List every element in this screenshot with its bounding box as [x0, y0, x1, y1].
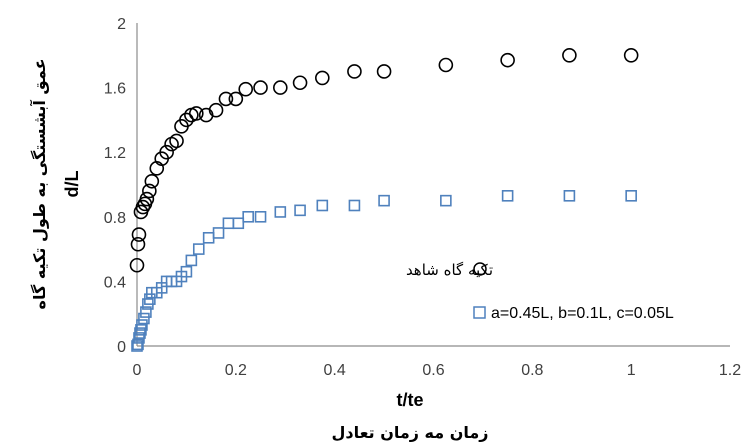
data-point-square: [625, 190, 637, 202]
data-point-circle: [315, 70, 330, 86]
x-tick-label: 0.4: [324, 362, 346, 379]
legend-marker-square: [473, 306, 486, 319]
x-tick-label: 0.2: [225, 362, 247, 379]
x-tick-label: 0.6: [422, 362, 444, 379]
data-point-circle: [129, 257, 145, 273]
data-point-circle: [144, 173, 160, 189]
data-point-square: [563, 190, 576, 202]
data-point-square: [180, 265, 193, 278]
data-point-circle: [238, 81, 254, 97]
data-point-square: [144, 293, 156, 305]
legend-marker-circle: [473, 262, 487, 276]
data-point-circle: [347, 64, 362, 79]
data-point-circle: [218, 91, 234, 107]
data-point-square: [294, 204, 306, 217]
legend: تکیه گاه شاهد a=0.45L, b=0.1L, c=0.05L: [406, 261, 674, 322]
data-point-circle: [142, 183, 157, 199]
data-point-square: [501, 190, 514, 202]
data-point-square: [138, 312, 150, 325]
data-point-circle: [562, 47, 577, 63]
data-point-square: [134, 327, 146, 339]
data-point-circle: [159, 144, 174, 160]
legend-label-series-1: تکیه گاه شاهد: [406, 261, 493, 279]
data-point-square: [132, 338, 144, 351]
y-axis-label-secondary: عمق آبشستگی به طول تکیه گاه: [29, 58, 49, 309]
data-point-square: [378, 194, 390, 207]
series-circles: [129, 47, 639, 273]
data-point-square: [274, 206, 287, 218]
data-point-square: [131, 340, 143, 352]
x-tick-label: 1.2: [719, 362, 741, 379]
y-tick-label: 0: [117, 339, 126, 356]
data-point-circle: [292, 75, 308, 91]
x-tick-label: 0.8: [521, 362, 543, 379]
data-point-square: [242, 211, 254, 223]
data-point-circle: [208, 102, 224, 118]
data-point-square: [202, 231, 215, 244]
data-point-circle: [169, 133, 184, 149]
legend-label-series-2: a=0.45L, b=0.1L, c=0.05L: [491, 305, 674, 322]
data-point-square: [316, 199, 329, 212]
data-point-square: [185, 254, 198, 267]
y-tick-label: 2: [117, 16, 126, 33]
data-point-circle: [253, 80, 268, 95]
x-tick-label: 0: [133, 362, 142, 379]
data-point-square: [232, 217, 245, 230]
x-axis-label: t/te: [397, 390, 424, 410]
data-point-circle: [273, 80, 288, 95]
data-point-circle: [228, 91, 244, 107]
data-point-circle: [130, 236, 146, 252]
x-tick-labels: 0 0.2 0.4 0.6 0.8 1 1.2: [133, 362, 742, 379]
data-point-square: [212, 227, 225, 239]
data-point-circle: [189, 106, 204, 121]
data-point-circle: [500, 52, 515, 68]
data-point-square: [348, 199, 361, 212]
data-point-square: [222, 217, 235, 230]
data-point-circle: [139, 191, 155, 207]
y-tick-label: 0.8: [104, 210, 126, 227]
data-point-circle: [438, 57, 454, 73]
data-point-circle: [376, 64, 392, 79]
y-axis-label: d/L: [62, 171, 82, 198]
y-tick-label: 1.6: [104, 81, 126, 98]
data-point-circle: [131, 227, 147, 242]
data-point-square: [192, 243, 205, 255]
y-tick-label: 0.4: [104, 274, 126, 291]
data-point-circle: [135, 199, 151, 215]
x-tick-label: 1: [627, 362, 636, 379]
data-point-square: [254, 211, 267, 223]
y-tick-label: 1.2: [104, 145, 126, 162]
data-point-square: [440, 194, 452, 207]
series-squares: [131, 190, 637, 352]
data-point-square: [140, 306, 152, 318]
data-point-circle: [623, 47, 639, 63]
data-point-square: [136, 319, 148, 331]
y-tick-labels: 0 0.4 0.8 1.2 1.6 2: [104, 16, 126, 356]
x-axis-label-secondary: زمان مه زمان تعادل: [331, 423, 488, 442]
